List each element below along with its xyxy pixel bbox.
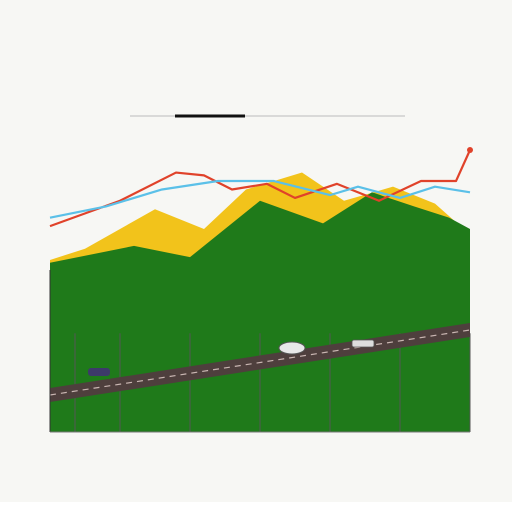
line-end-marker [467,147,473,153]
car-icon [88,368,110,376]
car-icon [278,341,306,355]
road-lane-marking [49,329,471,396]
footer-bar [0,502,512,512]
car-icon [351,339,375,348]
line-series-2 [49,149,472,228]
line-series-3 [49,179,471,219]
